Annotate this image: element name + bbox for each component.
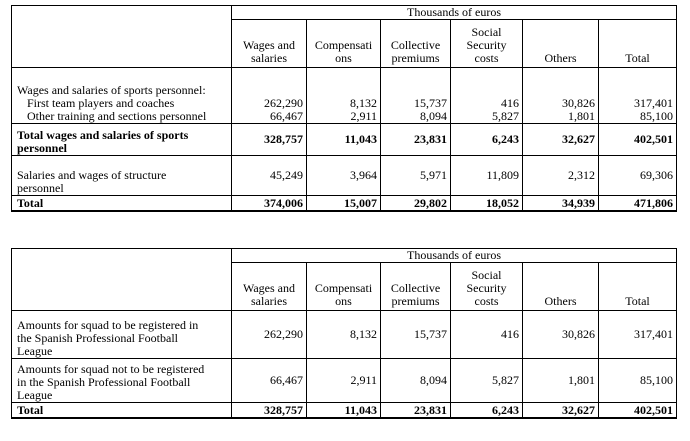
row-label: Total xyxy=(11,195,232,212)
col-header-wages: Wages and salaries xyxy=(231,19,307,68)
table-row: Total 374,006 15,007 29,802 18,052 34,93… xyxy=(11,195,677,212)
cell: 2,312 xyxy=(522,155,599,196)
cell: 85,100 xyxy=(598,358,677,403)
cell: 30,826 1,801 xyxy=(522,67,599,124)
cell: 374,006 xyxy=(231,195,307,212)
cell: 11,809 xyxy=(450,155,523,196)
cell: 11,043 xyxy=(306,123,381,156)
cell: 18,052 xyxy=(450,195,523,212)
cell: 15,737 8,094 xyxy=(380,67,451,124)
row-label: Salaries and wages of structure personnel xyxy=(11,155,232,196)
cell: 45,249 xyxy=(231,155,307,196)
cell: 416 xyxy=(450,310,523,359)
col-header-collective-premiums: Collective premiums xyxy=(380,19,451,68)
cell: 30,826 xyxy=(522,310,599,359)
cell: 262,290 xyxy=(231,310,307,359)
cell: 6,243 xyxy=(450,123,523,156)
cell: 471,806 xyxy=(598,195,677,212)
cell: 416 5,827 xyxy=(450,67,523,124)
expense-table-1: Thousands of euros Wages and salaries Com… xyxy=(11,5,677,212)
cell: 6,243 xyxy=(450,402,523,419)
cell: 328,757 xyxy=(231,402,307,419)
cell: 5,971 xyxy=(380,155,451,196)
cell: 402,501 xyxy=(598,123,677,156)
table-row: Salaries and wages of structure personnel… xyxy=(11,155,677,196)
cell: 8,094 xyxy=(380,358,451,403)
cell: 23,831 xyxy=(380,123,451,156)
row-label: Wages and salaries of sports personnel: … xyxy=(11,67,232,124)
col-header-total: Total xyxy=(598,262,677,311)
cell: 1,801 xyxy=(522,358,599,403)
cell: 317,401 85,100 xyxy=(598,67,677,124)
col-header-social-security: Social Security costs xyxy=(450,19,523,68)
col-header-others: Others xyxy=(522,262,599,311)
cell: 262,290 66,467 xyxy=(231,67,307,124)
corner-cell xyxy=(11,248,232,311)
col-header-compensations: Compensati ons xyxy=(306,19,381,68)
corner-cell xyxy=(11,5,232,68)
table-row: Wages and salaries of sports personnel: … xyxy=(11,67,677,124)
cell: 29,802 xyxy=(380,195,451,212)
table-row: Total 328,757 11,043 23,831 6,243 32,627… xyxy=(11,402,677,419)
row-label: Total xyxy=(11,402,232,419)
cell: 317,401 xyxy=(598,310,677,359)
table-row: Amounts for squad not to be registered in… xyxy=(11,358,677,403)
col-header-total: Total xyxy=(598,19,677,68)
cell: 328,757 xyxy=(231,123,307,156)
row-label: Amounts for squad to be registered in the… xyxy=(11,310,232,359)
cell: 2,911 xyxy=(306,358,381,403)
cell: 8,132 xyxy=(306,310,381,359)
col-header-compensations: Compensati ons xyxy=(306,262,381,311)
cell: 15,007 xyxy=(306,195,381,212)
table-row: Amounts for squad to be registered in the… xyxy=(11,310,677,359)
cell: 11,043 xyxy=(306,402,381,419)
col-header-wages: Wages and salaries xyxy=(231,262,307,311)
cell: 5,827 xyxy=(450,358,523,403)
cell: 69,306 xyxy=(598,155,677,196)
cell: 32,627 xyxy=(522,123,599,156)
cell: 402,501 xyxy=(598,402,677,419)
cell: 3,964 xyxy=(306,155,381,196)
col-header-others: Others xyxy=(522,19,599,68)
cell: 34,939 xyxy=(522,195,599,212)
row-label: Amounts for squad not to be registered in… xyxy=(11,358,232,403)
unit-header: Thousands of euros xyxy=(231,5,677,20)
col-header-collective-premiums: Collective premiums xyxy=(380,262,451,311)
cell: 32,627 xyxy=(522,402,599,419)
cell: 23,831 xyxy=(380,402,451,419)
row-label: Total wages and salaries of sports person… xyxy=(11,123,232,156)
unit-header: Thousands of euros xyxy=(231,248,677,263)
table-row: Total wages and salaries of sports person… xyxy=(11,123,677,156)
cell: 66,467 xyxy=(231,358,307,403)
cell: 8,132 2,911 xyxy=(306,67,381,124)
cell: 15,737 xyxy=(380,310,451,359)
col-header-social-security: Social Security costs xyxy=(450,262,523,311)
expense-table-2: Thousands of euros Wages and salaries Com… xyxy=(11,248,677,419)
